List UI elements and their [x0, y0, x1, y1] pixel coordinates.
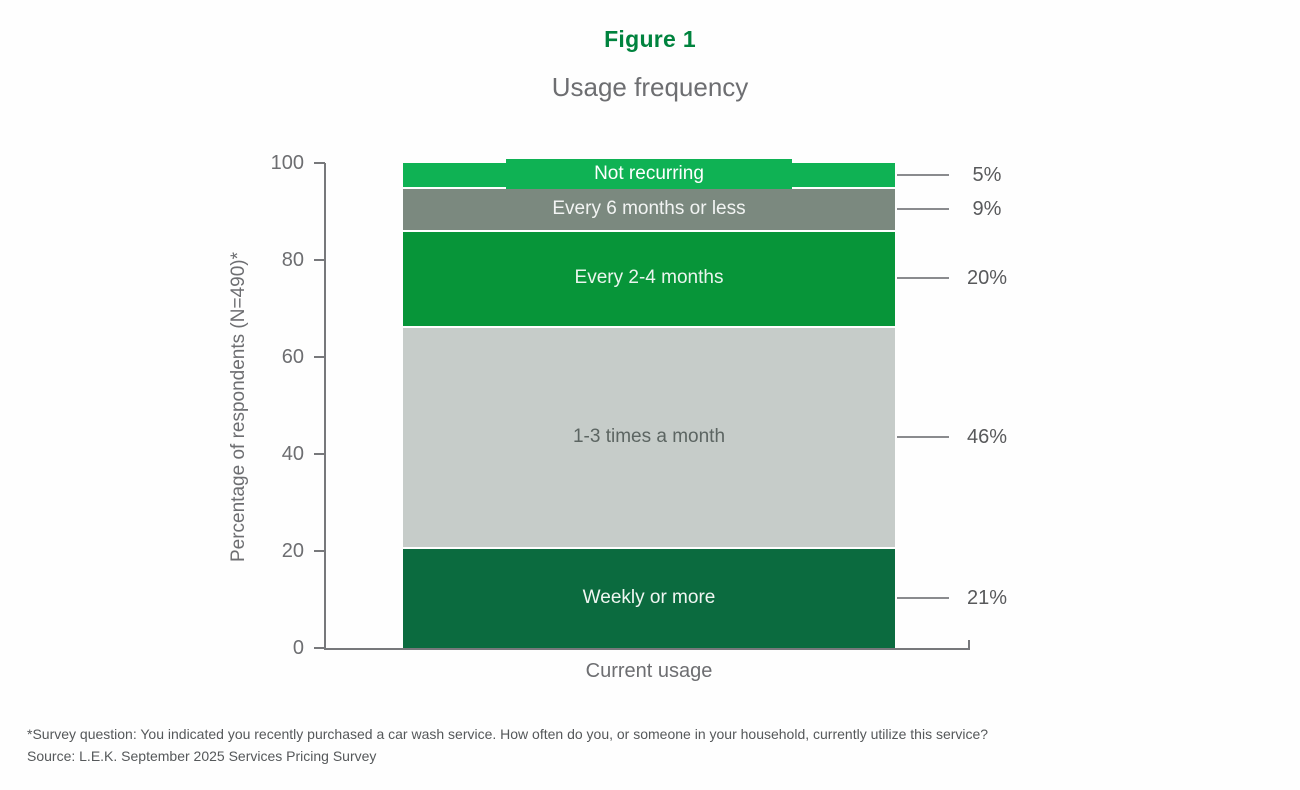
bar-segment-every-6-months-or-less — [403, 187, 895, 231]
value-label: 46% — [966, 425, 1008, 448]
segment-label: 1-3 times a month — [572, 425, 726, 447]
y-tick-mark — [314, 647, 325, 649]
bar-segment-weekly-or-more — [403, 547, 895, 648]
segment-label: Weekly or more — [582, 586, 716, 608]
segment-label: Every 2-4 months — [574, 267, 724, 289]
y-axis-line — [324, 163, 326, 650]
callout-line — [897, 277, 949, 280]
y-tick-mark — [314, 453, 325, 455]
callout-line — [897, 596, 949, 599]
footnote-source: Source: L.E.K. September 2025 Services P… — [27, 748, 377, 764]
value-label: 5% — [972, 164, 1002, 186]
y-tick-label: 40 — [281, 443, 304, 465]
y-tick-label: 80 — [281, 249, 304, 271]
y-tick-label: 60 — [281, 346, 304, 368]
chart-title: Usage frequency — [551, 72, 749, 102]
y-tick-label: 20 — [281, 540, 304, 562]
x-axis-label: Current usage — [585, 660, 713, 682]
value-label: 20% — [966, 267, 1008, 290]
segment-label: Every 6 months or less — [552, 197, 746, 219]
y-tick-label: 0 — [292, 637, 304, 659]
y-tick-mark — [314, 162, 325, 164]
footnotes: *Survey question: You indicated you rece… — [27, 723, 1277, 767]
callout-line — [897, 435, 949, 438]
y-tick-mark — [314, 356, 325, 358]
x-axis-end-tick — [968, 640, 970, 648]
callout-line — [897, 207, 949, 210]
bar-segment-every-2-4-months — [403, 230, 895, 327]
value-label: 21% — [966, 586, 1008, 609]
x-axis-line — [324, 648, 970, 650]
figure-label: Figure 1 — [604, 26, 696, 52]
footnote-survey-question: *Survey question: You indicated you rece… — [27, 726, 989, 742]
bar-segment-1-3-times-a-month — [403, 326, 895, 548]
y-tick-mark — [314, 259, 325, 261]
y-axis-label: Percentage of respondents (N=490)* — [228, 252, 249, 563]
value-label: 9% — [972, 197, 1002, 220]
y-tick-mark — [314, 550, 325, 552]
callout-line — [897, 174, 949, 176]
segment-label: Not recurring — [506, 159, 792, 189]
y-tick-label: 100 — [270, 152, 304, 174]
